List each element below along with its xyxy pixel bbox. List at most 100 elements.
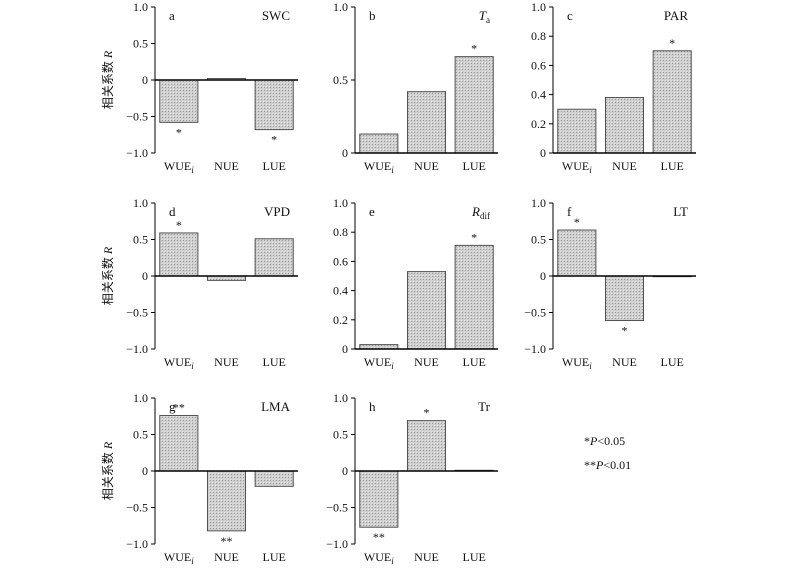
bar-nue xyxy=(604,275,645,321)
y-tick-label: 0.8 xyxy=(531,29,546,43)
x-tick-label: LUE xyxy=(661,355,684,369)
y-tick-label: 0.5 xyxy=(333,73,348,87)
y-tick-label: 0.5 xyxy=(133,37,148,51)
x-tick-label: LUE xyxy=(661,159,684,173)
legend-p001: **P<0.01 xyxy=(584,458,631,473)
panel-title: LT xyxy=(673,204,688,219)
panel-e: 1.0 0.8 0.6 0.4 0.2 0 * WUEi NUE LUE e Rdif xyxy=(333,196,498,371)
x-tick-label: NUE xyxy=(612,355,637,369)
x-tick-subscript: i xyxy=(191,556,194,566)
x-tick-label: NUE xyxy=(214,159,239,173)
y-tick-label: 0.6 xyxy=(333,254,348,268)
x-tick-label: NUE xyxy=(414,550,439,564)
legend-threshold: <0.01 xyxy=(603,458,632,472)
significance-mark: ** xyxy=(373,530,385,544)
bar-wuei xyxy=(159,232,199,277)
panel-title-main: T xyxy=(479,8,487,23)
x-tick-label: NUE xyxy=(414,355,439,369)
y-tick-label: 0.6 xyxy=(531,58,546,72)
y-tick-label: 1.0 xyxy=(133,0,148,14)
panel-a: 1.0 0.5 0 −0.5 −1.0 * * WUEi NUE LUE a SWC 相关系数 R xyxy=(100,0,298,175)
panel-letter: a xyxy=(169,8,175,23)
legend-p005: *P<0.05 xyxy=(584,434,625,449)
bar-lue xyxy=(254,79,294,131)
legend-stars: * xyxy=(584,434,590,448)
panel-title: VPD xyxy=(264,204,290,219)
panel-title-main: R xyxy=(471,204,480,219)
panel-title-main: LT xyxy=(673,204,688,219)
bar-nue xyxy=(406,91,447,154)
bar-nue xyxy=(604,97,645,154)
significance-mark: * xyxy=(176,125,182,139)
x-tick-label: WUEi xyxy=(364,550,394,566)
panel-letter: d xyxy=(169,204,176,219)
y-tick-label: 0 xyxy=(142,464,148,478)
y-tick-label: 0.4 xyxy=(333,284,348,298)
y-axis-label-text: 相关系数 xyxy=(100,58,115,109)
y-tick-label: 0 xyxy=(142,73,148,87)
significance-mark: * xyxy=(622,324,628,338)
bar-lue xyxy=(254,470,294,487)
y-tick-label: 1.0 xyxy=(531,0,546,14)
y-axis-label-text: 相关系数 xyxy=(100,254,115,305)
x-tick-subscript: i xyxy=(589,361,592,371)
x-tick-label: LUE xyxy=(263,159,286,173)
legend-stars: ** xyxy=(584,458,596,472)
panel-letter: f xyxy=(567,204,572,219)
y-tick-label: −1.0 xyxy=(126,537,148,551)
panel-title-subscript: dif xyxy=(480,211,490,221)
y-tick-label: 1.0 xyxy=(333,0,348,14)
panel-f: 1.0 0.5 0 −0.5 −1.0 * * WUEi NUE LUE f LT xyxy=(524,196,696,371)
panel-title-main: VPD xyxy=(264,204,290,219)
y-axis-label-var: R xyxy=(101,246,115,255)
panel-b: 1.0 0.5 0 * WUEi NUE LUE b Ta xyxy=(333,0,498,175)
y-tick-label: −0.5 xyxy=(126,306,148,320)
y-tick-label: −1.0 xyxy=(524,342,546,356)
x-tick-label: LUE xyxy=(263,355,286,369)
panel-letter: b xyxy=(369,8,376,23)
x-tick-subscript: i xyxy=(391,556,394,566)
y-tick-label: 0 xyxy=(342,342,348,356)
y-tick-label: 0.5 xyxy=(333,428,348,442)
y-tick-label: −1.0 xyxy=(326,537,348,551)
panel-c: 1.0 0.8 0.6 0.4 0.2 0 * WUEi NUE LUE c PAR xyxy=(531,0,696,175)
significance-mark: * xyxy=(271,133,277,147)
bar-lue xyxy=(454,56,494,154)
y-tick-label: −1.0 xyxy=(126,146,148,160)
panel-title: Ta xyxy=(479,8,490,25)
y-tick-label: 1.0 xyxy=(133,196,148,210)
x-tick-label: WUEi xyxy=(562,355,592,371)
x-tick-subscript: i xyxy=(191,361,194,371)
y-tick-label: −0.5 xyxy=(524,306,546,320)
y-tick-label: 0 xyxy=(540,269,546,283)
y-tick-label: 0.5 xyxy=(133,233,148,247)
x-tick-label: WUEi xyxy=(164,159,194,175)
y-tick-label: 0.5 xyxy=(531,233,546,247)
significance-mark: * xyxy=(424,406,430,420)
significance-mark: * xyxy=(669,36,675,50)
panel-letter: e xyxy=(369,204,375,219)
y-tick-label: −0.5 xyxy=(126,110,148,124)
x-tick-label: NUE xyxy=(214,355,239,369)
legend-p: P xyxy=(590,434,598,448)
y-tick-label: 1.0 xyxy=(531,196,546,210)
panel-title: Rdif xyxy=(471,204,490,221)
bar-lue xyxy=(652,50,692,154)
panel-title-main: LMA xyxy=(261,399,291,414)
y-tick-label: 0.4 xyxy=(531,88,546,102)
significance-mark: * xyxy=(471,230,477,244)
y-tick-label: 0 xyxy=(342,146,348,160)
x-tick-label: LUE xyxy=(463,355,486,369)
x-tick-subscript: i xyxy=(391,361,394,371)
y-tick-label: 1.0 xyxy=(333,391,348,405)
x-tick-label: WUEi xyxy=(164,550,194,566)
x-tick-label: WUEi xyxy=(164,355,194,371)
y-tick-label: 1.0 xyxy=(133,391,148,405)
panel-title: PAR xyxy=(664,8,688,23)
x-tick-label: LUE xyxy=(263,550,286,564)
panel-title: Tr xyxy=(478,399,490,414)
x-tick-subscript: i xyxy=(191,165,194,175)
bar-wuei xyxy=(159,79,199,123)
